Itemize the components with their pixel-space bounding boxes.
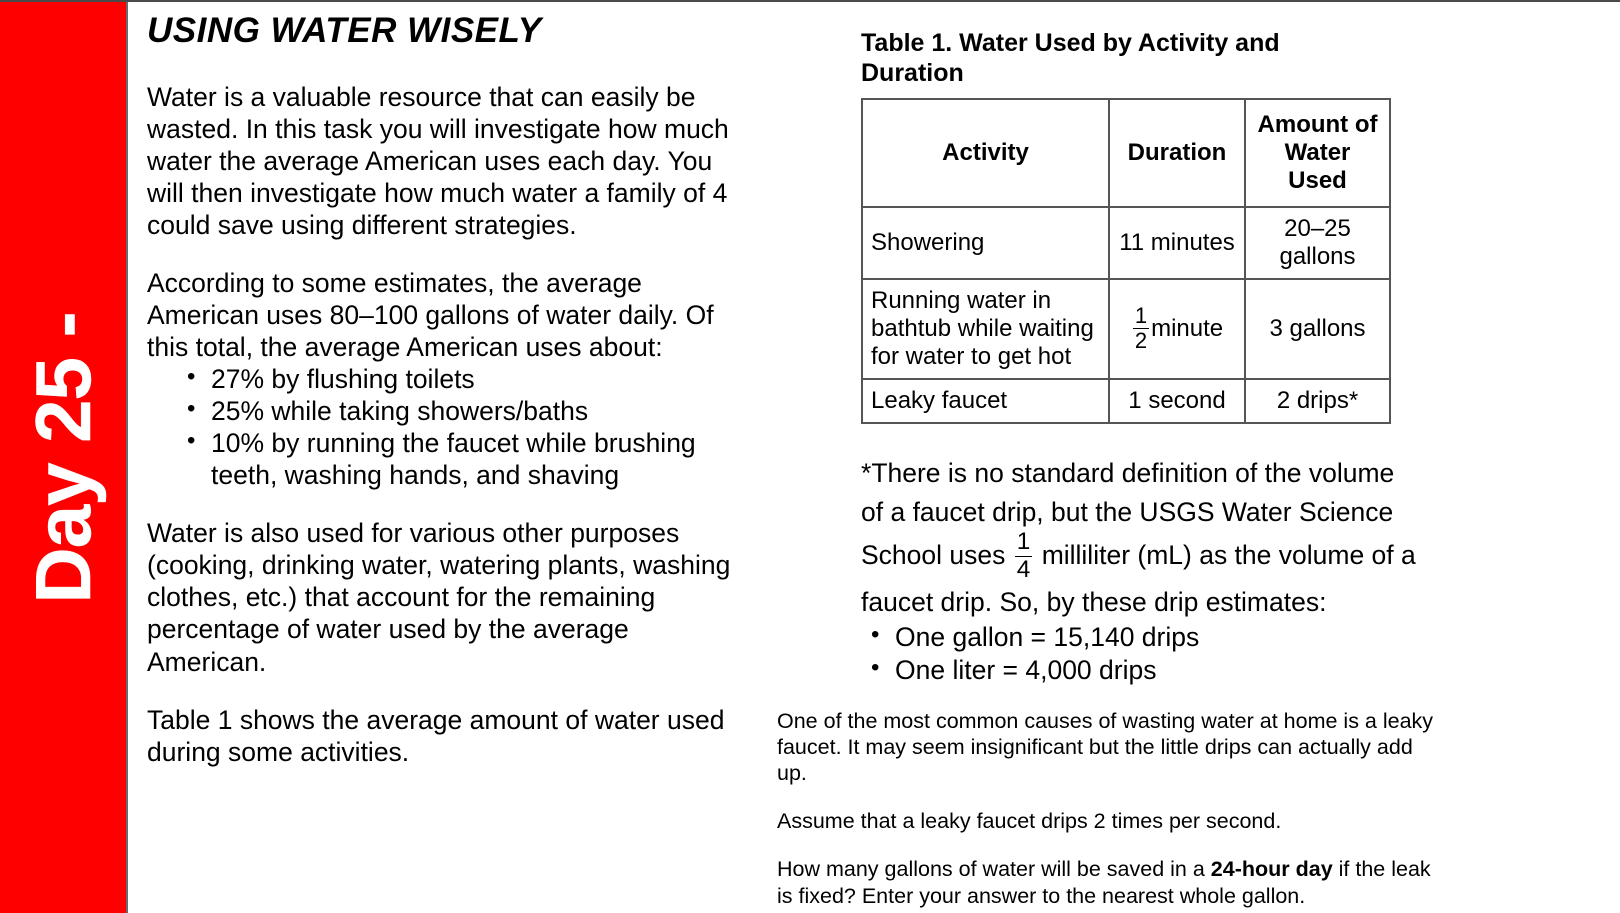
duration-unit: minute [1151,314,1224,342]
left-column: USING WATER WISELY Water is a valuable r… [147,2,747,768]
cell-duration: 1 second [1108,378,1246,425]
list-item: One liter = 4,000 drips [871,653,1437,686]
fraction-denominator: 4 [1016,555,1031,583]
fraction-one-quarter: 1 4 [1014,528,1033,583]
list-item: 10% by running the faucet while brushing… [187,426,747,491]
cell-activity: Leaky faucet [861,378,1110,425]
cell-amount: 2 drips* [1244,378,1391,425]
estimates-paragraph: According to some estimates, the average… [147,267,714,362]
water-usage-table: Activity Duration Amount of Water Used S… [861,98,1391,425]
cell-amount: 3 gallons [1244,278,1391,381]
assumption-paragraph: Assume that a leaky faucet drips 2 times… [777,809,1282,834]
day-strip: Day 25 - [0,2,128,913]
table-reference-paragraph: Table 1 shows the average amount of wate… [147,704,725,767]
question-lead: How many gallons of water will be saved … [777,857,1211,882]
cell-activity: Showering [861,205,1110,281]
list-item: One gallon = 15,140 drips [871,620,1437,653]
list-item: 27% by flushing toilets [187,362,747,395]
table-row: Running water in bathtub while waiting f… [861,278,1391,381]
table-header-row: Activity Duration Amount of Water Used [861,98,1391,208]
question-paragraph: How many gallons of water will be saved … [777,856,1437,908]
table-row: Leaky faucet 1 second 2 drips* [861,378,1391,425]
fraction-numerator: 1 [1014,528,1033,557]
table-footnote: *There is no standard definition of the … [861,454,1421,621]
usage-bullet-list: 27% by flushing toilets 25% while taking… [147,362,747,491]
column-header-duration: Duration [1108,98,1246,208]
column-header-activity: Activity [861,98,1110,208]
question-emphasis: 24-hour day [1210,857,1333,882]
table-caption: Table 1. Water Used by Activity and Dura… [861,29,1280,87]
closing-block: One of the most common causes of wasting… [777,708,1437,909]
page-title: USING WATER WISELY [147,11,542,50]
column-header-amount: Amount of Water Used [1244,98,1391,208]
cell-duration: 1 2 minute [1108,278,1246,381]
drip-bullet-list: One gallon = 15,140 drips One liter = 4,… [777,620,1437,686]
fraction-numerator: 1 [1132,302,1150,329]
footnote-text-part-1: *There is no standard definition of the … [861,458,1395,571]
leaky-faucet-paragraph: One of the most common causes of wasting… [777,708,1434,786]
question-tail: if the leak is fixed? Enter your answer … [777,857,1431,908]
footnote-text-part-2: milliliter (mL) as the volume of a fauce… [861,540,1416,618]
list-item: 25% while taking showers/baths [187,394,747,427]
fraction-one-half: 1 2 [1132,302,1150,353]
table-row: Showering 11 minutes 20–25 gallons [861,205,1391,281]
fraction-denominator: 2 [1134,327,1148,353]
intro-paragraph: Water is a valuable resource that can ea… [147,81,729,240]
cell-activity: Running water in bathtub while waiting f… [861,278,1110,381]
cell-amount: 20–25 gallons [1244,205,1391,281]
cell-duration: 11 minutes [1108,205,1246,281]
right-column: Table 1. Water Used by Activity and Dura… [777,2,1437,909]
day-strip-label: Day 25 - [19,311,108,604]
other-uses-paragraph: Water is also used for various other pur… [147,518,731,677]
